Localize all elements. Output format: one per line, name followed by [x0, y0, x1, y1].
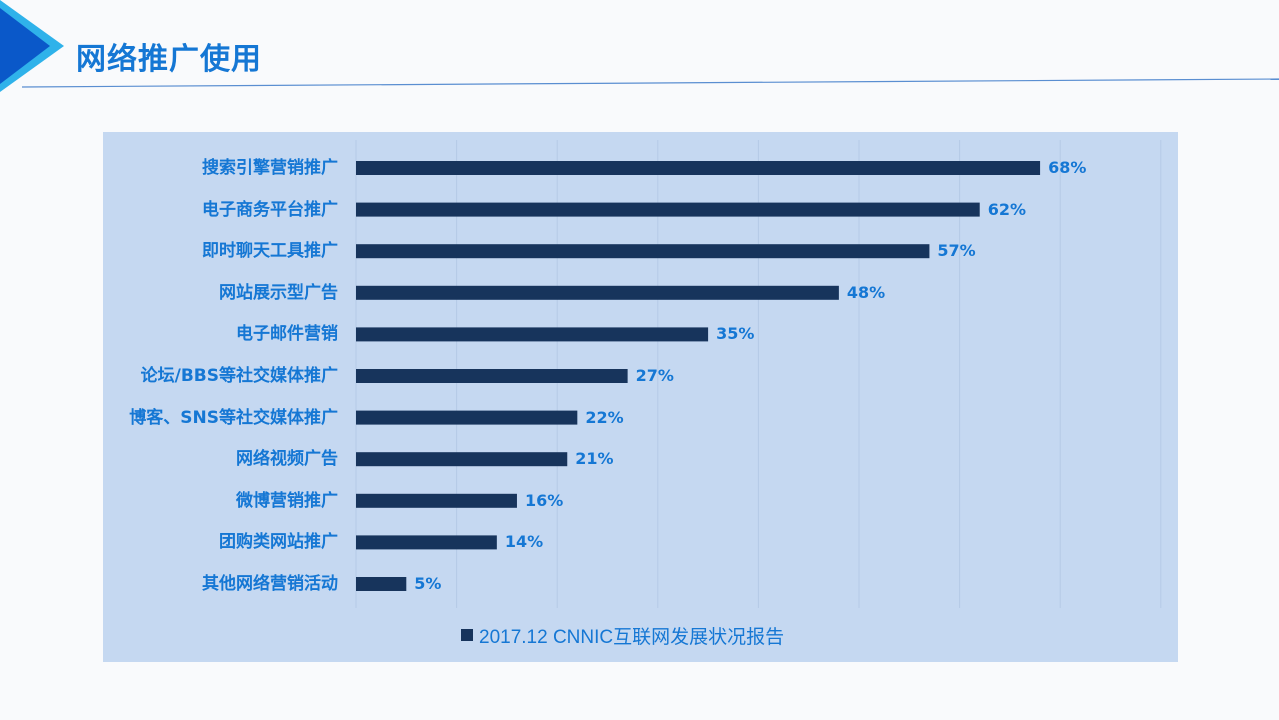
bar — [356, 161, 1041, 175]
category-label: 其他网络营销活动 — [202, 574, 338, 594]
category-label: 电子邮件营销 — [236, 324, 338, 345]
category-label: 电子商务平台推广 — [202, 199, 338, 220]
bar — [356, 535, 497, 550]
bar — [356, 244, 930, 259]
data-label: 57% — [937, 241, 976, 261]
category-label: 网站展示型广告 — [219, 282, 338, 303]
data-label: 27% — [635, 366, 674, 385]
bar — [356, 452, 568, 467]
category-label: 团购类网站推广 — [219, 532, 338, 553]
category-label: 博客、SNS等社交媒体推广 — [129, 407, 338, 428]
data-label: 62% — [987, 199, 1027, 219]
bar — [356, 493, 517, 508]
category-label: 即时聊天工具推广 — [202, 241, 338, 262]
category-label: 搜索引擎营销推广 — [202, 158, 338, 178]
data-label: 16% — [524, 490, 564, 510]
data-label: 14% — [504, 532, 544, 552]
bar — [356, 202, 980, 217]
category-label: 网络视频广告 — [236, 449, 338, 470]
category-label: 论坛/BBS等社交媒体推广 — [140, 366, 338, 386]
category-label: 微博营销推广 — [236, 490, 338, 511]
legend-swatch — [461, 629, 473, 641]
page-title: 网络推广使用 — [76, 42, 262, 77]
bar — [356, 577, 407, 591]
legend-label: 2017.12 CNNIC互联网发展状况报告 — [479, 626, 785, 648]
bar — [356, 285, 839, 300]
corner-arrow-decoration — [0, 0, 64, 92]
data-label: 48% — [846, 282, 886, 302]
bar — [356, 410, 578, 425]
data-label: 68% — [1048, 158, 1087, 177]
data-label: 21% — [575, 449, 614, 469]
bar — [356, 369, 628, 383]
data-label: 5% — [414, 574, 442, 593]
chart-panel: 搜索引擎营销推广 电子商务平台推广 即时聊天工具推广网站展示型广告电子邮件营销论坛/… — [103, 132, 1178, 662]
bar-chart — [355, 140, 1162, 608]
bar — [356, 327, 709, 342]
data-label: 35% — [716, 324, 755, 344]
chart-legend: 2017.12 CNNIC互联网发展状况报告 — [461, 623, 785, 648]
data-label: 22% — [585, 407, 624, 427]
